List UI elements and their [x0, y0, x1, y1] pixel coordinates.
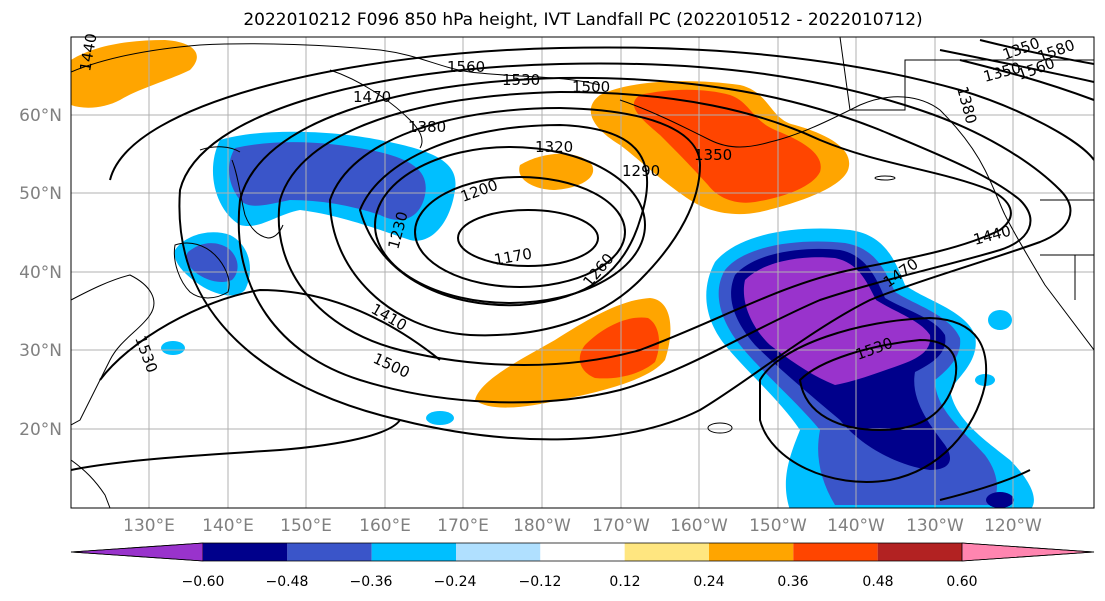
colorbar-segment	[709, 543, 794, 561]
contour-label: 1380	[408, 118, 446, 136]
lon-label: 150°W	[749, 516, 807, 536]
lon-label: 140°E	[202, 516, 254, 536]
colorbar-segment	[877, 543, 962, 561]
colorbar-tick-label: 0.48	[862, 574, 893, 590]
map-panel: 1440 1560 1530 1470 1500 1380 1320 1350 …	[70, 32, 1095, 509]
colorbar-segment	[540, 543, 625, 561]
colorbar-tick-label: −0.48	[266, 574, 309, 590]
colorbar-tick-label: −0.12	[519, 574, 562, 590]
figure-title: 2022010212 F096 850 hPa height, IVT Land…	[243, 10, 922, 30]
colorbar-segment	[793, 543, 878, 561]
shaded-field-negative-pacific	[426, 228, 1034, 508]
latitude-axis: 60°N 50°N 40°N 30°N 20°N	[19, 106, 62, 440]
contour-label: 1500	[572, 78, 610, 96]
colorbar-tick-label: 0.36	[777, 574, 808, 590]
contour-label: 1320	[535, 138, 573, 156]
colorbar-tick-label: 0.12	[609, 574, 640, 590]
colorbar-tick-label: 0.24	[693, 574, 724, 590]
colorbar-tick-label: 0.60	[946, 574, 977, 590]
lon-label: 150°E	[280, 516, 332, 536]
colorbar-segment	[624, 543, 709, 561]
lon-label: 130°W	[906, 516, 964, 536]
shaded-field-positive	[71, 40, 850, 408]
lon-label: 160°E	[359, 516, 411, 536]
colorbar-segment	[456, 543, 541, 561]
lon-label: 140°W	[827, 516, 885, 536]
contour-label: 1560	[447, 58, 485, 76]
contour-label: 1350	[694, 146, 732, 164]
shaded-field-negative-asia	[161, 131, 456, 355]
lat-label: 30°N	[19, 341, 62, 361]
lon-label: 160°W	[670, 516, 728, 536]
contour-label: 1290	[622, 162, 660, 180]
colorbar-extension-low	[70, 542, 204, 562]
colorbar-tick-label: −0.60	[182, 574, 225, 590]
lat-label: 40°N	[19, 263, 62, 283]
lon-label: 180°W	[513, 516, 571, 536]
lon-label: 120°W	[984, 516, 1042, 536]
map-frame	[70, 36, 1095, 509]
colorbar-segment	[203, 543, 288, 561]
colorbar-frame	[70, 542, 1095, 562]
lon-label: 170°E	[437, 516, 489, 536]
colorbar: −0.60 −0.48 −0.36 −0.24 −0.12 0.12 0.24 …	[70, 542, 1095, 590]
coastlines	[71, 37, 1094, 508]
contour-label: 1470	[353, 88, 391, 106]
colorbar-segment	[287, 543, 372, 561]
height-contours	[71, 39, 1094, 501]
lon-label: 130°E	[123, 516, 175, 536]
lat-label: 20°N	[19, 420, 62, 440]
graticule	[71, 37, 1094, 508]
colorbar-tick-label: −0.24	[434, 574, 477, 590]
colorbar-extension-high	[961, 542, 1095, 562]
colorbar-segment	[371, 543, 456, 561]
colorbar-tick-label: −0.36	[350, 574, 393, 590]
colorbar-segments	[70, 542, 1095, 562]
longitude-axis: 130°E 140°E 150°E 160°E 170°E 180°W 170°…	[123, 516, 1042, 536]
contour-label: 1530	[502, 71, 540, 89]
lat-label: 60°N	[19, 106, 62, 126]
lon-label: 170°W	[592, 516, 650, 536]
colorbar-ticks: −0.60 −0.48 −0.36 −0.24 −0.12 0.12 0.24 …	[182, 574, 978, 590]
lat-label: 50°N	[19, 184, 62, 204]
